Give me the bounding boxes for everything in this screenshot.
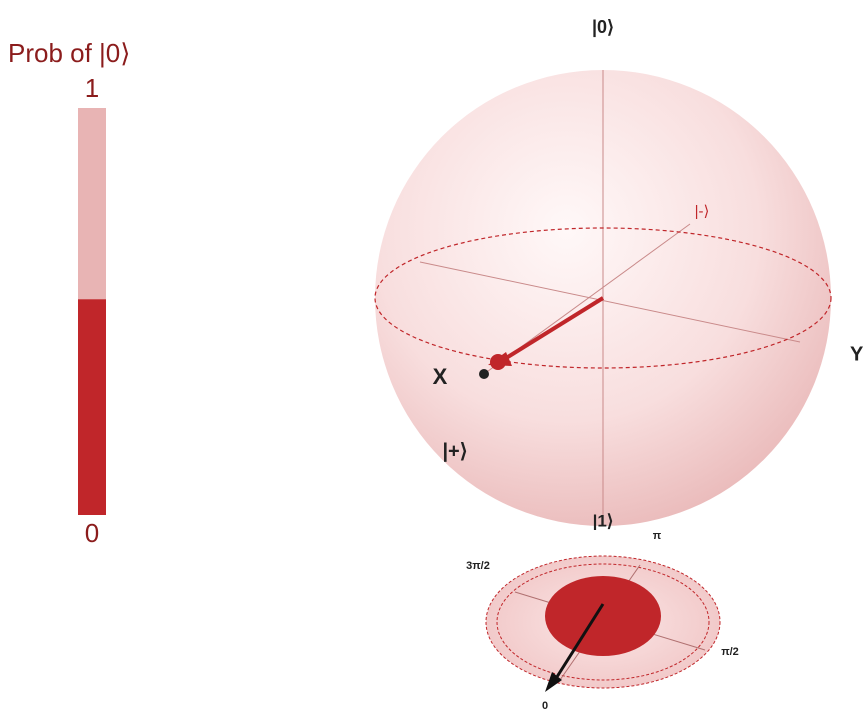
ket-minus: |-⟩ (695, 203, 710, 220)
bar-title: Prob of |0⟩ (8, 38, 130, 68)
bar-tick-label: 1 (85, 73, 99, 103)
x-point (479, 369, 489, 379)
phase-label: 3π/2 (466, 560, 490, 572)
x-label: X (433, 364, 448, 389)
phase-label: π (653, 530, 662, 542)
probability-bar: 01 (78, 73, 106, 548)
phase-label: 0 (542, 700, 548, 712)
phase-label: π/2 (721, 646, 739, 658)
bloch-view: Prob of |0⟩ 01 |0⟩ |-⟩ Y X |+⟩ |1⟩ 0 π/2… (0, 0, 863, 715)
page: {"probability_bar": {"title": "Prob of |… (0, 0, 863, 715)
ket-zero: |0⟩ (592, 17, 614, 37)
state-head (490, 354, 506, 370)
bar-fill (78, 299, 106, 515)
y-label: Y (850, 343, 863, 365)
bar-tick-label: 0 (85, 518, 99, 548)
phase-blob (545, 576, 661, 656)
ket-plus: |+⟩ (442, 440, 467, 462)
ket-one: |1⟩ (593, 511, 614, 530)
